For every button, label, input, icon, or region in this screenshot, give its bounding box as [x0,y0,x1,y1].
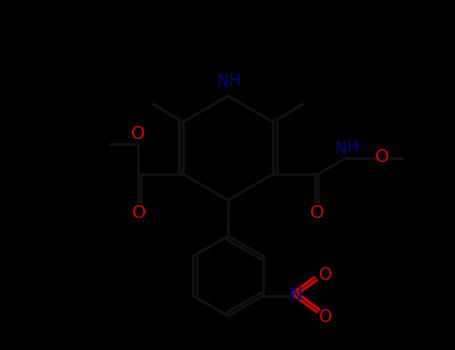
Text: O: O [318,308,331,326]
Text: O: O [318,266,331,284]
Text: N: N [217,73,229,91]
Text: O: O [310,204,324,222]
Text: N: N [335,140,347,158]
Text: O: O [132,204,146,222]
Text: H: H [228,74,240,89]
Text: O: O [375,148,389,166]
Text: N: N [289,286,302,304]
Text: O: O [131,125,145,143]
Text: H: H [346,140,358,155]
